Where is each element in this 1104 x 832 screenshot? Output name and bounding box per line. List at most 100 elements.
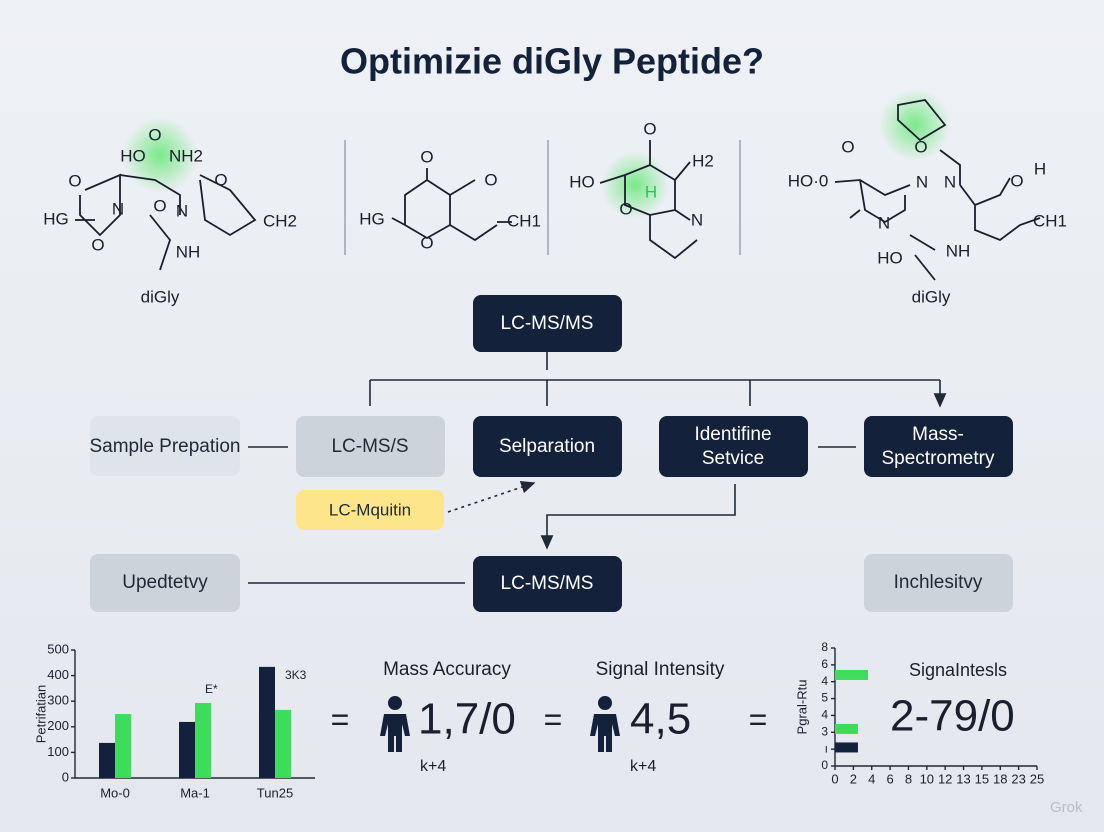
y-axis-label: Petrifatian	[33, 685, 48, 744]
x-tick-label: 15	[975, 771, 989, 786]
atom: N	[878, 213, 890, 232]
atom: N	[944, 172, 956, 191]
atom: N	[176, 201, 188, 220]
atom: H	[1034, 159, 1046, 178]
node	[473, 416, 622, 477]
x-tick-label: Mo-0	[100, 785, 130, 800]
atom: O	[148, 125, 161, 144]
bar	[835, 669, 869, 680]
molecule: O HG O CH1 O	[359, 140, 549, 255]
y-tick-label: 5	[821, 691, 828, 705]
person-icon	[380, 696, 410, 752]
bar	[259, 666, 275, 778]
bar	[275, 709, 291, 778]
node	[659, 416, 808, 477]
node-label: LC-MS/MS	[501, 573, 594, 594]
metric-label: SignaIntesls	[909, 660, 1007, 680]
metric-sub: k+4	[630, 758, 656, 775]
bar	[99, 742, 115, 778]
x-tick-label: 8	[905, 771, 912, 786]
x-tick-label: 2	[850, 771, 857, 786]
node-label: Setvice	[702, 448, 764, 469]
atom: O	[619, 199, 632, 218]
y-tick-label: 0	[62, 769, 69, 784]
atom: NH	[176, 242, 201, 261]
y-tick-label: 6	[821, 657, 828, 671]
x-tick-label: Ma-1	[180, 785, 210, 800]
atom: NH	[946, 241, 971, 260]
molecule: HO NH2 O O HG N O O N NH O CH2 diGly	[43, 117, 346, 306]
atom: HO	[569, 172, 595, 191]
node	[473, 295, 622, 352]
note	[296, 490, 444, 530]
y-tick-label: 400	[47, 667, 69, 682]
metric-sub: k+4	[420, 758, 446, 775]
bar	[195, 702, 211, 778]
y-tick-label: 200	[47, 718, 69, 733]
metric-value: 1,7/0	[418, 695, 516, 744]
node-label: Inchlesitvy	[894, 572, 983, 593]
y-tick-label: 100	[47, 744, 69, 759]
atom: N	[112, 199, 124, 218]
node-label: LC-MS/MS	[501, 313, 594, 334]
metric-label: Mass Accuracy	[383, 659, 511, 680]
bar	[835, 723, 858, 734]
atom: NH2	[169, 146, 203, 165]
x-tick-label: 6	[886, 771, 893, 786]
flowchart: LC-MS/MS Sample Prepation LC-MS/S Selpar…	[89, 295, 1013, 612]
node-label: Mass-	[912, 424, 964, 445]
atom: O	[484, 170, 497, 189]
atom: H	[645, 182, 657, 201]
title: Optimizie diGly Peptide?	[340, 41, 764, 82]
atom: HG	[43, 209, 69, 228]
y-tick-label: 500	[47, 641, 69, 656]
node-label: Sample Prepation	[89, 436, 240, 457]
y-tick-label: 0	[821, 758, 828, 772]
atom: O	[91, 235, 104, 254]
metrics: = Mass Accuracy 1,7/0 k+4 = Signal Inten…	[331, 659, 1015, 775]
y-tick-label: ı	[825, 741, 828, 755]
node-label: LC-MS/S	[331, 436, 408, 457]
bar	[835, 742, 858, 753]
atom: O	[1010, 171, 1023, 190]
node-label: Upedtetvy	[122, 572, 208, 593]
equals: =	[749, 701, 768, 737]
atom: HO·0	[788, 171, 829, 190]
metric-value: 2-79/0	[890, 692, 1015, 741]
person-icon	[590, 696, 620, 752]
atom: H2	[692, 151, 714, 170]
annotation: 3K3	[285, 668, 307, 682]
x-tick-label: 23	[1011, 771, 1025, 786]
bar	[179, 721, 195, 778]
atom: HO	[877, 248, 903, 267]
atom: O	[643, 119, 656, 138]
atom: O	[214, 170, 227, 189]
x-tick-label: 13	[956, 771, 970, 786]
node	[864, 416, 1013, 477]
atom: HO	[120, 146, 146, 165]
molecule: O H2 HO H O N	[569, 119, 741, 260]
atom: CH2	[263, 211, 297, 230]
atom: O	[914, 137, 927, 156]
node-label: Identifine	[694, 424, 771, 445]
metric-label: Signal Intensity	[596, 659, 725, 680]
atom: O	[68, 171, 81, 190]
x-tick-label: 12	[938, 771, 952, 786]
x-tick-label: Tun25	[257, 785, 293, 800]
y-tick-label: 4	[821, 674, 828, 688]
x-tick-label: 10	[920, 771, 934, 786]
watermark: Grok	[1050, 799, 1083, 816]
atom: O	[420, 147, 433, 166]
node	[473, 556, 622, 612]
node	[90, 416, 240, 476]
atom: CH1	[507, 211, 541, 230]
y-tick-label: 4	[821, 708, 828, 722]
metric-value: 4,5	[630, 695, 691, 744]
atom-caption: diGly	[141, 287, 180, 306]
atom: O	[153, 196, 166, 215]
node-label: Spectrometry	[882, 448, 995, 469]
node	[864, 554, 1013, 612]
atom: HG	[359, 209, 385, 228]
atom-caption: diGly	[912, 287, 951, 306]
